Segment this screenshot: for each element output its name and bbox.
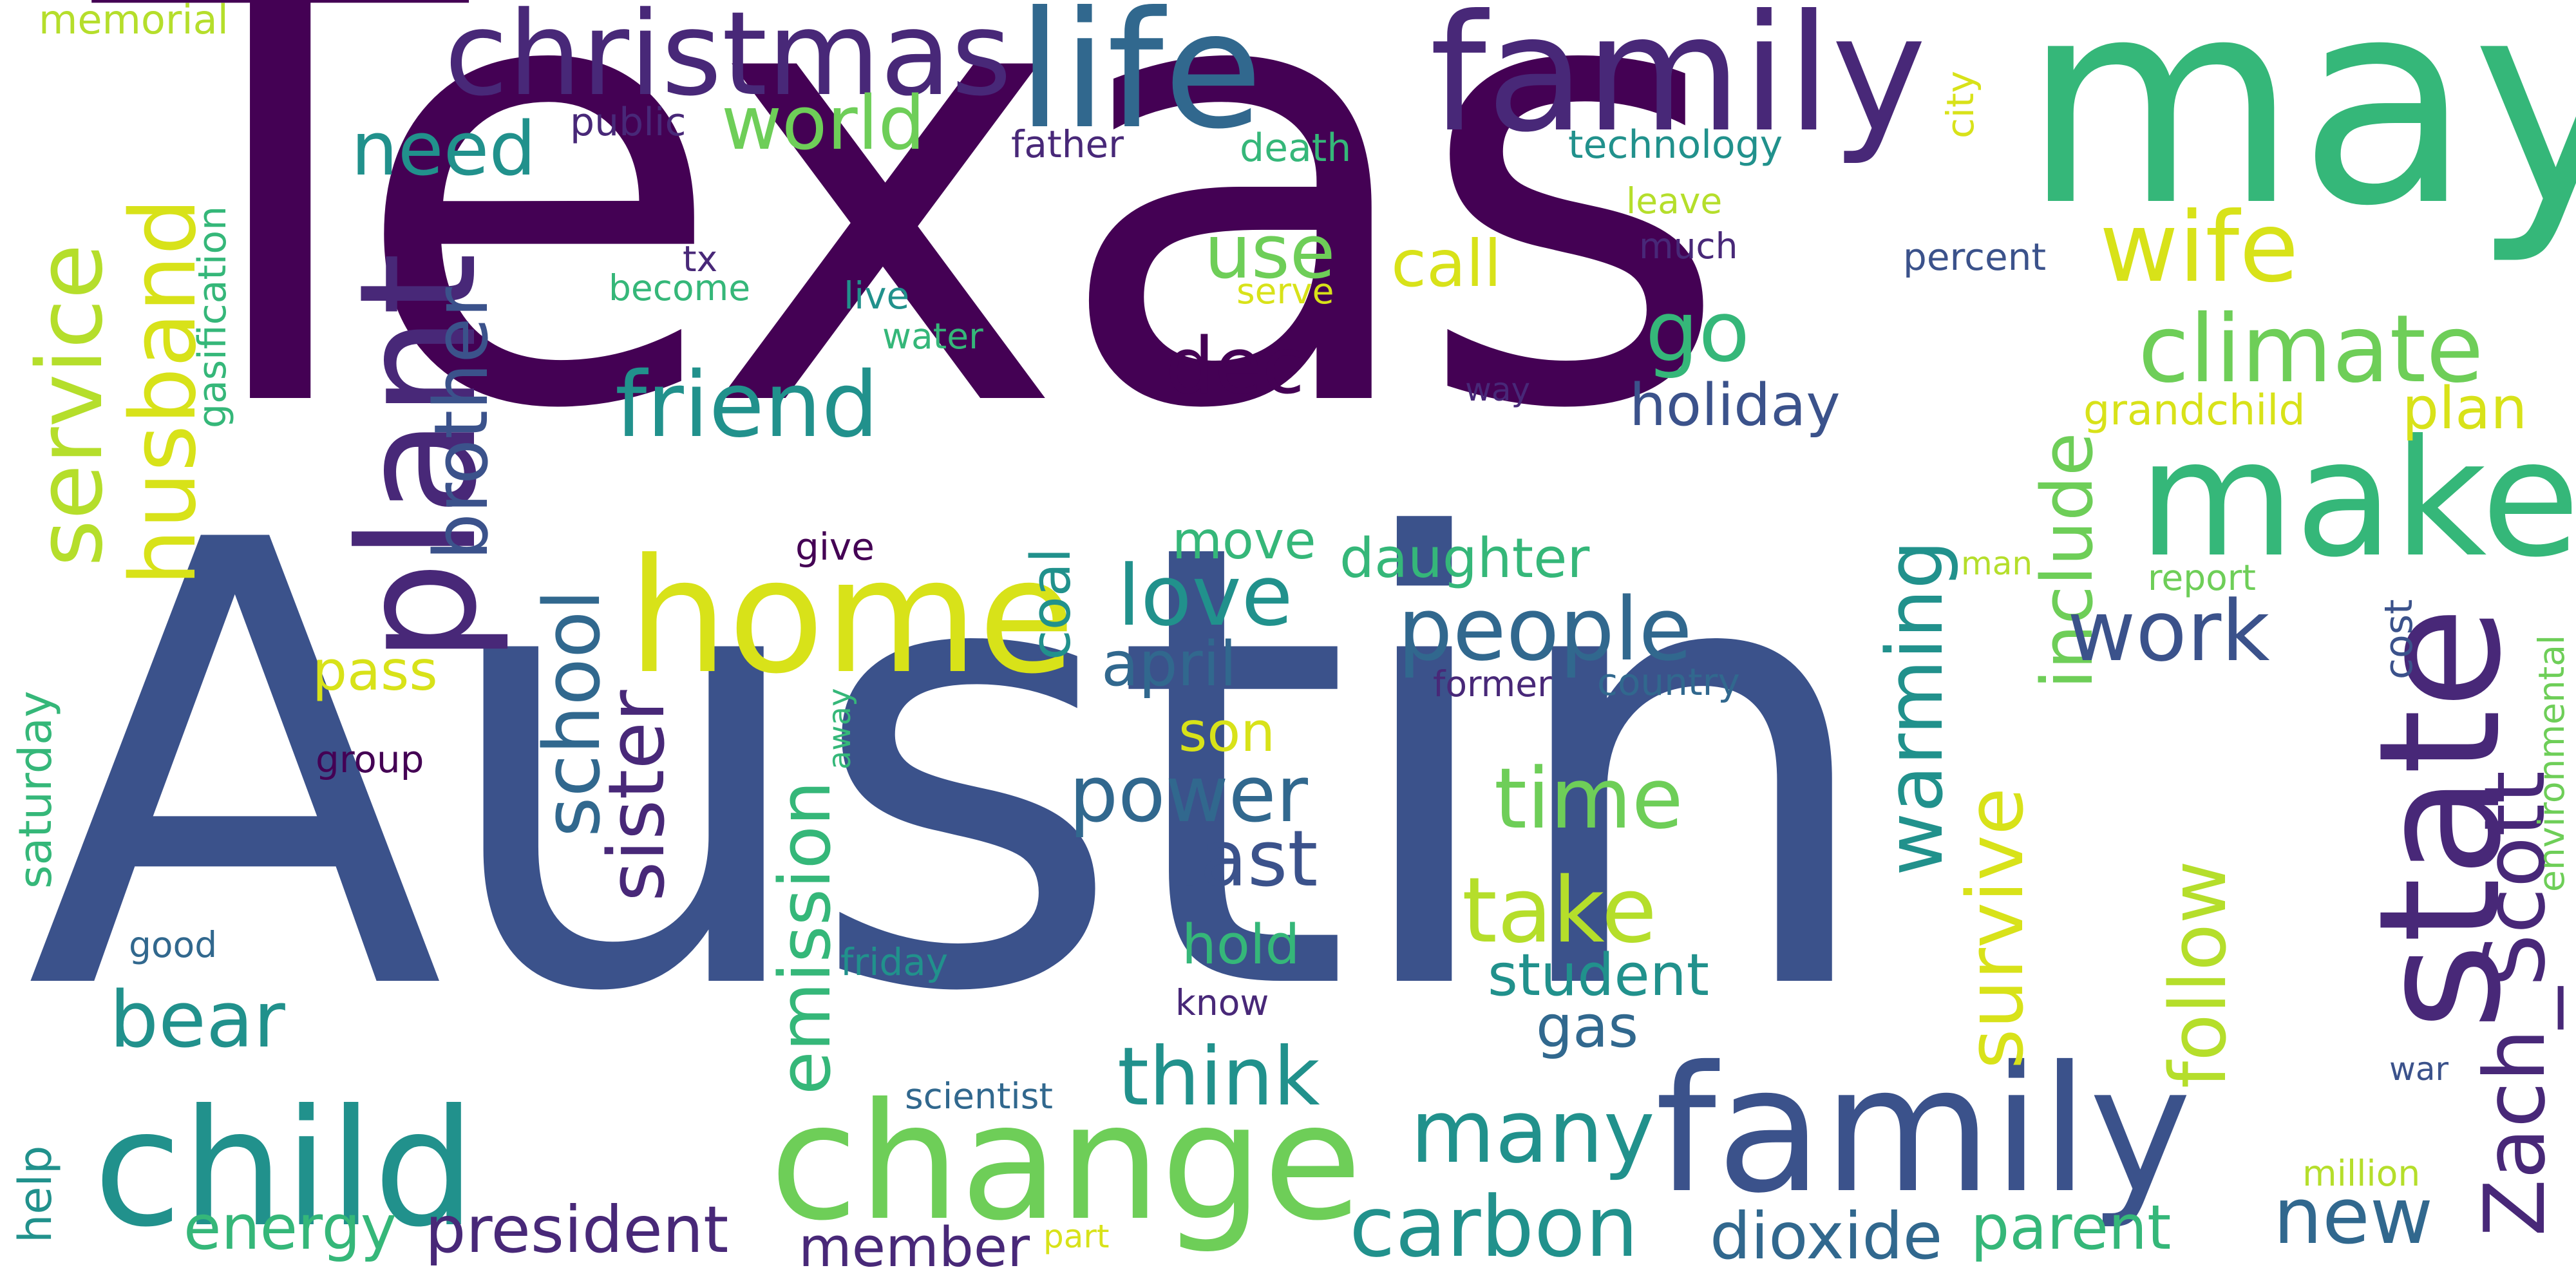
word-live: live: [844, 274, 910, 317]
word-gas: gas: [1536, 993, 1639, 1061]
word-global: child: [93, 1075, 476, 1262]
word-good: good: [129, 924, 218, 965]
word-time: time: [1494, 750, 1683, 848]
word-wife: wife: [2099, 192, 2299, 304]
word-sister: sister: [592, 690, 682, 902]
word-april: april: [1101, 629, 1237, 700]
word-take: take: [1462, 858, 1657, 963]
word-follow: follow: [2154, 860, 2244, 1088]
word-away: away: [822, 688, 858, 770]
word-gasification: gasification: [190, 205, 235, 428]
word-leave: leave: [1626, 180, 1723, 222]
word-brother: brother: [419, 287, 505, 560]
word-home: home: [628, 525, 1075, 708]
word-saturday: saturday: [9, 690, 62, 889]
word-give: give: [795, 525, 875, 569]
word-part: part: [1043, 1218, 1110, 1255]
word-memorial: memorial: [39, 0, 229, 43]
word-former: former: [1433, 663, 1552, 705]
word-daughter: daughter: [1340, 527, 1590, 591]
word-holiday: holiday: [1629, 372, 1841, 439]
word-serve: serve: [1236, 270, 1334, 312]
word-environmental: environmental: [2531, 634, 2572, 892]
word-move: move: [1172, 511, 1316, 571]
word-scientist: scientist: [905, 1075, 1053, 1117]
word-parent: parent: [1971, 1193, 2172, 1264]
word-austin: Austin: [26, 413, 1884, 1126]
word-report: report: [2148, 557, 2256, 598]
word-world: world: [721, 80, 925, 167]
word-tx: tx: [683, 238, 718, 279]
word-warming: warming: [1871, 540, 1960, 876]
word-technology: technology: [1568, 122, 1783, 167]
word-change: change: [770, 1068, 1363, 1256]
word-group: group: [316, 737, 424, 781]
word-survive: survive: [1951, 787, 2041, 1069]
word-need: need: [351, 106, 536, 193]
word-life: life: [1018, 0, 1263, 164]
word-make: make: [2138, 405, 2576, 592]
word-member: member: [799, 1216, 1030, 1280]
word-president: president: [425, 1192, 729, 1267]
word-become: become: [609, 267, 751, 308]
word-man: man: [1961, 545, 2033, 582]
word-grandchild: grandchild: [2083, 386, 2306, 435]
word-many: many: [1410, 1081, 1655, 1182]
word-friday: friday: [840, 940, 949, 984]
word-go: go: [1645, 283, 1750, 381]
word-city: city: [1938, 70, 1982, 138]
word-country: country: [1597, 660, 1740, 704]
word-child: family: [1430, 0, 1927, 167]
word-family: family: [1655, 1028, 2192, 1231]
word-call: call: [1391, 226, 1502, 301]
word-new: new: [2273, 1172, 2434, 1262]
word-christmas: christmas: [444, 0, 1012, 122]
word-carbon: carbon: [1349, 1178, 1639, 1276]
word-student: student: [1488, 942, 1710, 1009]
word-know: know: [1175, 982, 1269, 1023]
word-friend: friend: [615, 353, 879, 458]
word-emission: emission: [764, 781, 846, 1095]
word-much: much: [1639, 225, 1738, 267]
word-pass: pass: [312, 639, 438, 703]
word-power: power: [1069, 750, 1308, 840]
word-percent: percent: [1903, 235, 2047, 279]
word-father: father: [1011, 122, 1124, 166]
word-help: help: [9, 1145, 62, 1243]
word-way: way: [1465, 371, 1531, 408]
word-climate: climate: [2138, 295, 2484, 404]
word-coal: coal: [1019, 547, 1083, 660]
word-use: use: [1204, 209, 1336, 296]
word-service: service: [18, 243, 123, 567]
word-water: water: [882, 316, 983, 357]
word-think: think: [1117, 1030, 1320, 1124]
word-last: last: [1179, 815, 1318, 904]
word-may: may: [2022, 0, 2576, 268]
word-love: love: [1117, 547, 1293, 645]
word-people: people: [1397, 579, 1692, 680]
word-plan: plan: [2402, 375, 2528, 442]
word-million: million: [2302, 1153, 2421, 1194]
word-son: son: [1179, 701, 1276, 764]
word-work: work: [2067, 582, 2270, 680]
word-dioxide: dioxide: [1710, 1198, 1943, 1274]
word-cost: cost: [2376, 599, 2421, 679]
word-dec: dec: [1166, 322, 1305, 412]
word-texas: Texas: [93, 0, 1733, 543]
word-energy: energy: [184, 1193, 397, 1264]
word-bear: bear: [109, 976, 285, 1065]
word-war: war: [2389, 1050, 2449, 1088]
word-public: public: [570, 100, 687, 145]
word-death: death: [1240, 126, 1352, 171]
word-hold: hold: [1182, 913, 1300, 977]
